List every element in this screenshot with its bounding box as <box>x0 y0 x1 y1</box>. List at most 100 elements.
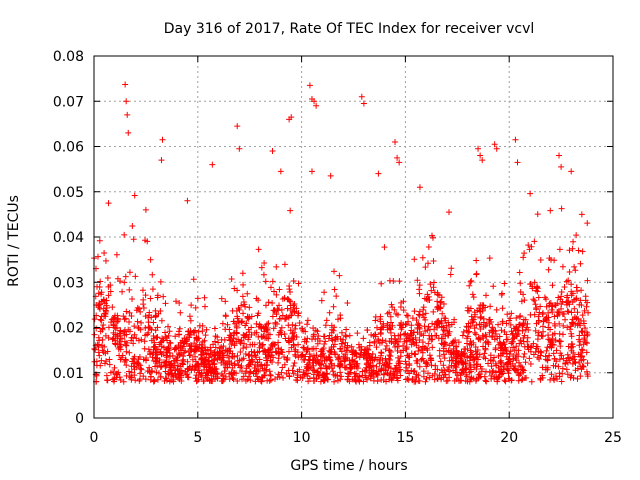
data-point <box>224 321 231 328</box>
data-point <box>491 354 498 361</box>
data-point <box>110 329 117 336</box>
data-point <box>237 340 244 347</box>
data-point <box>103 377 110 384</box>
data-point <box>505 375 512 382</box>
data-point <box>584 373 591 380</box>
data-point <box>117 377 124 384</box>
data-point <box>579 328 586 335</box>
data-point <box>110 335 117 342</box>
data-point <box>96 301 103 308</box>
data-point <box>123 98 130 105</box>
data-point <box>109 376 116 383</box>
data-point <box>263 362 270 369</box>
data-point <box>459 332 466 339</box>
data-point <box>97 316 104 323</box>
data-point <box>91 316 98 323</box>
data-point <box>523 374 530 381</box>
data-point <box>482 331 489 338</box>
data-point <box>398 326 405 333</box>
data-point <box>292 353 299 360</box>
data-point <box>150 335 157 342</box>
data-point <box>162 300 169 307</box>
data-point <box>172 357 179 364</box>
data-point <box>302 353 309 360</box>
data-point <box>482 355 489 362</box>
data-point <box>215 339 222 346</box>
data-point <box>336 272 343 279</box>
data-point <box>516 269 523 276</box>
data-point <box>396 364 403 371</box>
data-point <box>316 372 323 379</box>
data-point <box>243 344 250 351</box>
data-point <box>426 374 433 381</box>
data-point <box>157 373 164 380</box>
data-point <box>290 370 297 377</box>
data-point <box>277 168 284 175</box>
data-point <box>568 168 575 175</box>
data-point <box>116 374 123 381</box>
data-point <box>578 211 585 218</box>
data-point <box>477 373 484 380</box>
data-point <box>532 327 539 334</box>
data-point <box>517 312 524 319</box>
data-point <box>400 347 407 354</box>
data-point <box>201 294 208 301</box>
data-point <box>455 339 462 346</box>
data-point <box>97 278 104 285</box>
data-point <box>107 369 114 376</box>
data-point <box>512 136 519 143</box>
data-point <box>245 326 252 333</box>
data-point <box>413 316 420 323</box>
data-point <box>141 345 148 352</box>
data-point <box>384 320 391 327</box>
points-layer <box>91 81 592 385</box>
data-point <box>537 256 544 263</box>
data-point <box>380 362 387 369</box>
data-point <box>518 377 525 384</box>
data-point <box>208 359 215 366</box>
data-point <box>161 378 168 385</box>
data-point <box>281 331 288 338</box>
data-point <box>264 326 271 333</box>
data-point <box>265 331 272 338</box>
data-point <box>510 355 517 362</box>
data-point <box>387 329 394 336</box>
data-point <box>124 111 131 118</box>
data-point <box>556 320 563 327</box>
data-point <box>112 340 119 347</box>
data-point <box>547 341 554 348</box>
data-point <box>134 318 141 325</box>
data-point <box>343 333 350 340</box>
data-point <box>420 332 427 339</box>
data-point <box>334 377 341 384</box>
data-point <box>172 298 179 305</box>
data-point <box>97 362 104 369</box>
data-point <box>514 327 521 334</box>
data-point <box>445 323 452 330</box>
data-point <box>401 331 408 338</box>
data-point <box>116 338 123 345</box>
data-point <box>467 347 474 354</box>
data-point <box>552 302 559 309</box>
data-point <box>140 304 147 311</box>
data-point <box>579 363 586 370</box>
data-point <box>584 277 591 284</box>
data-point <box>335 355 342 362</box>
data-point <box>234 313 241 320</box>
data-point <box>419 339 426 346</box>
data-point <box>96 304 103 311</box>
data-point <box>116 352 123 359</box>
data-point <box>462 360 469 367</box>
data-point <box>158 338 165 345</box>
data-point <box>142 206 149 213</box>
data-point <box>192 304 199 311</box>
data-point <box>574 375 581 382</box>
data-point <box>386 277 393 284</box>
data-point <box>471 329 478 336</box>
data-point <box>413 339 420 346</box>
data-point <box>322 338 329 345</box>
data-point <box>94 283 101 290</box>
data-point <box>291 301 298 308</box>
data-point <box>513 357 520 364</box>
data-point <box>336 354 343 361</box>
